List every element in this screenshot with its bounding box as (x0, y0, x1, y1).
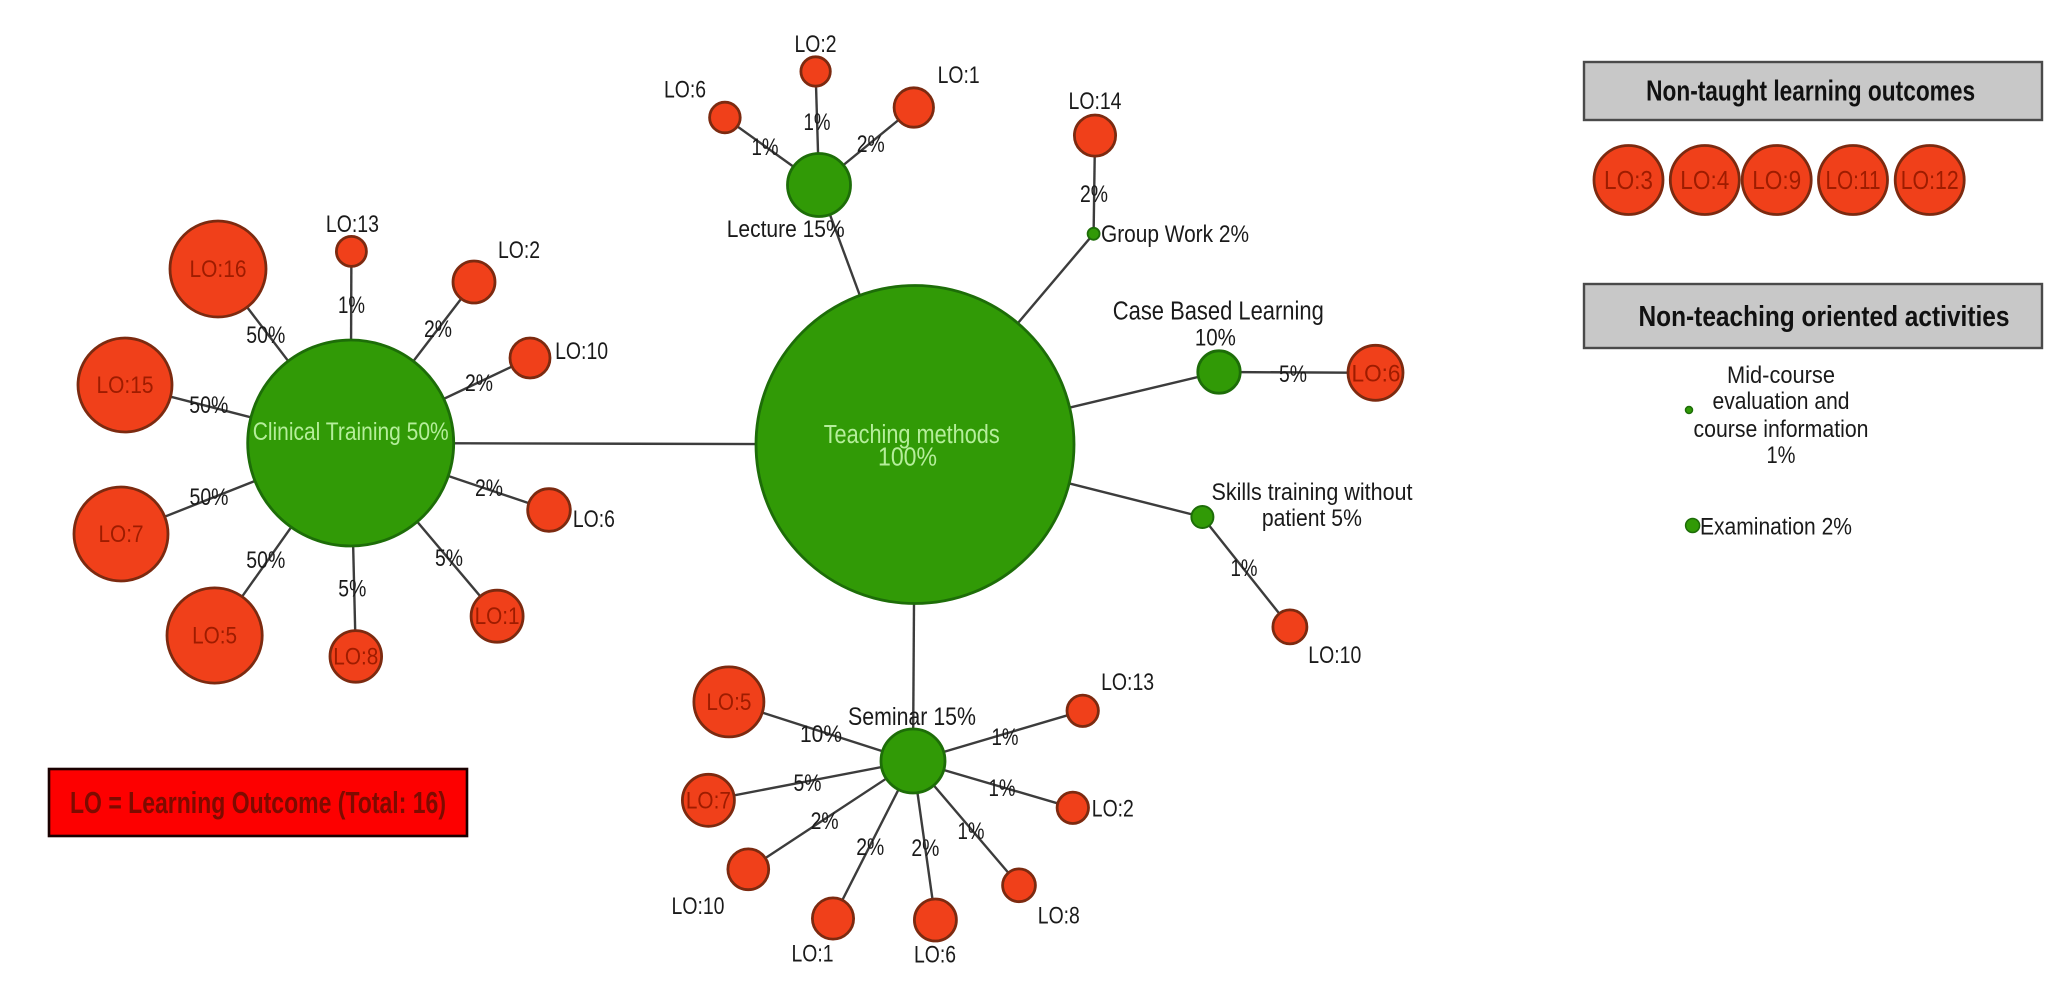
svg-text:5%: 5% (794, 770, 822, 797)
svg-text:LO:1: LO:1 (475, 603, 520, 630)
svg-text:LO:3: LO:3 (1604, 165, 1653, 195)
svg-text:course information: course information (1694, 416, 1869, 443)
svg-text:Non-taught learning outcomes: Non-taught learning outcomes (1646, 76, 1975, 108)
svg-text:LO:13: LO:13 (1101, 669, 1154, 696)
svg-text:LO:14: LO:14 (1069, 88, 1122, 115)
svg-text:LO:8: LO:8 (1038, 903, 1080, 930)
svg-text:LO:11: LO:11 (1826, 165, 1881, 195)
svg-text:LO:15: LO:15 (97, 372, 154, 399)
svg-text:1%: 1% (989, 775, 1016, 802)
svg-text:patient 5%: patient 5% (1262, 505, 1362, 532)
svg-text:2%: 2% (811, 808, 839, 835)
svg-text:1%: 1% (992, 724, 1019, 751)
svg-text:Mid-course: Mid-course (1727, 362, 1835, 389)
svg-text:1%: 1% (804, 109, 831, 136)
svg-text:2%: 2% (856, 834, 884, 861)
svg-text:10%: 10% (800, 721, 842, 748)
svg-text:Skills training without: Skills training without (1212, 479, 1413, 506)
svg-text:Case Based Learning: Case Based Learning (1113, 298, 1324, 326)
svg-text:LO:2: LO:2 (795, 31, 837, 58)
svg-text:LO:8: LO:8 (333, 643, 378, 670)
svg-text:LO:12: LO:12 (1901, 165, 1959, 195)
svg-text:LO:4: LO:4 (1680, 165, 1729, 195)
svg-text:Clinical Training 50%: Clinical Training 50% (253, 418, 449, 446)
svg-text:LO:6: LO:6 (664, 77, 706, 104)
svg-text:2%: 2% (857, 131, 885, 158)
svg-text:LO:2: LO:2 (498, 237, 540, 264)
svg-text:LO:13: LO:13 (326, 211, 379, 238)
svg-text:LO:9: LO:9 (1752, 165, 1801, 195)
svg-text:2%: 2% (475, 475, 503, 502)
svg-text:1%: 1% (752, 134, 779, 161)
svg-text:LO:10: LO:10 (672, 893, 725, 920)
svg-text:Examination 2%: Examination 2% (1700, 514, 1852, 541)
svg-text:LO:1: LO:1 (792, 941, 834, 968)
svg-text:LO:10: LO:10 (1308, 642, 1361, 669)
svg-text:2%: 2% (911, 835, 939, 862)
svg-text:Teaching methods: Teaching methods (824, 421, 1000, 449)
svg-text:Lecture 15%: Lecture 15% (727, 216, 845, 243)
svg-text:50%: 50% (190, 484, 229, 511)
svg-text:5%: 5% (1279, 361, 1307, 388)
svg-text:50%: 50% (189, 392, 228, 419)
svg-text:Group Work 2%: Group Work 2% (1101, 221, 1249, 248)
svg-text:LO = Learning Outcome (Total:: LO = Learning Outcome (Total: 16) (70, 785, 446, 820)
svg-text:10%: 10% (1195, 324, 1236, 351)
svg-text:LO:16: LO:16 (190, 256, 247, 283)
svg-text:2%: 2% (465, 370, 493, 397)
svg-text:LO:2: LO:2 (1092, 796, 1134, 823)
svg-text:Seminar 15%: Seminar 15% (848, 703, 976, 731)
svg-text:LO:6: LO:6 (573, 506, 615, 533)
svg-text:5%: 5% (435, 545, 463, 572)
svg-text:1%: 1% (1767, 442, 1796, 469)
svg-text:LO:6: LO:6 (914, 942, 956, 969)
svg-text:LO:5: LO:5 (706, 689, 751, 716)
svg-text:50%: 50% (246, 547, 285, 574)
svg-text:2%: 2% (424, 316, 452, 343)
svg-text:LO:10: LO:10 (555, 338, 608, 365)
svg-text:50%: 50% (246, 322, 285, 349)
svg-text:100%: 100% (878, 444, 937, 472)
svg-text:evaluation and: evaluation and (1713, 388, 1850, 415)
svg-text:LO:1: LO:1 (938, 62, 980, 89)
svg-text:LO:7: LO:7 (686, 787, 731, 814)
svg-text:1%: 1% (338, 292, 365, 319)
svg-text:LO:7: LO:7 (99, 521, 144, 548)
svg-text:Non-teaching oriented activiti: Non-teaching oriented activities (1639, 301, 2010, 333)
svg-text:LO:6: LO:6 (1352, 361, 1401, 388)
svg-text:5%: 5% (338, 576, 366, 603)
svg-text:2%: 2% (1080, 181, 1108, 208)
svg-text:1%: 1% (958, 818, 985, 845)
svg-text:1%: 1% (1231, 555, 1258, 582)
svg-text:LO:5: LO:5 (192, 623, 237, 650)
